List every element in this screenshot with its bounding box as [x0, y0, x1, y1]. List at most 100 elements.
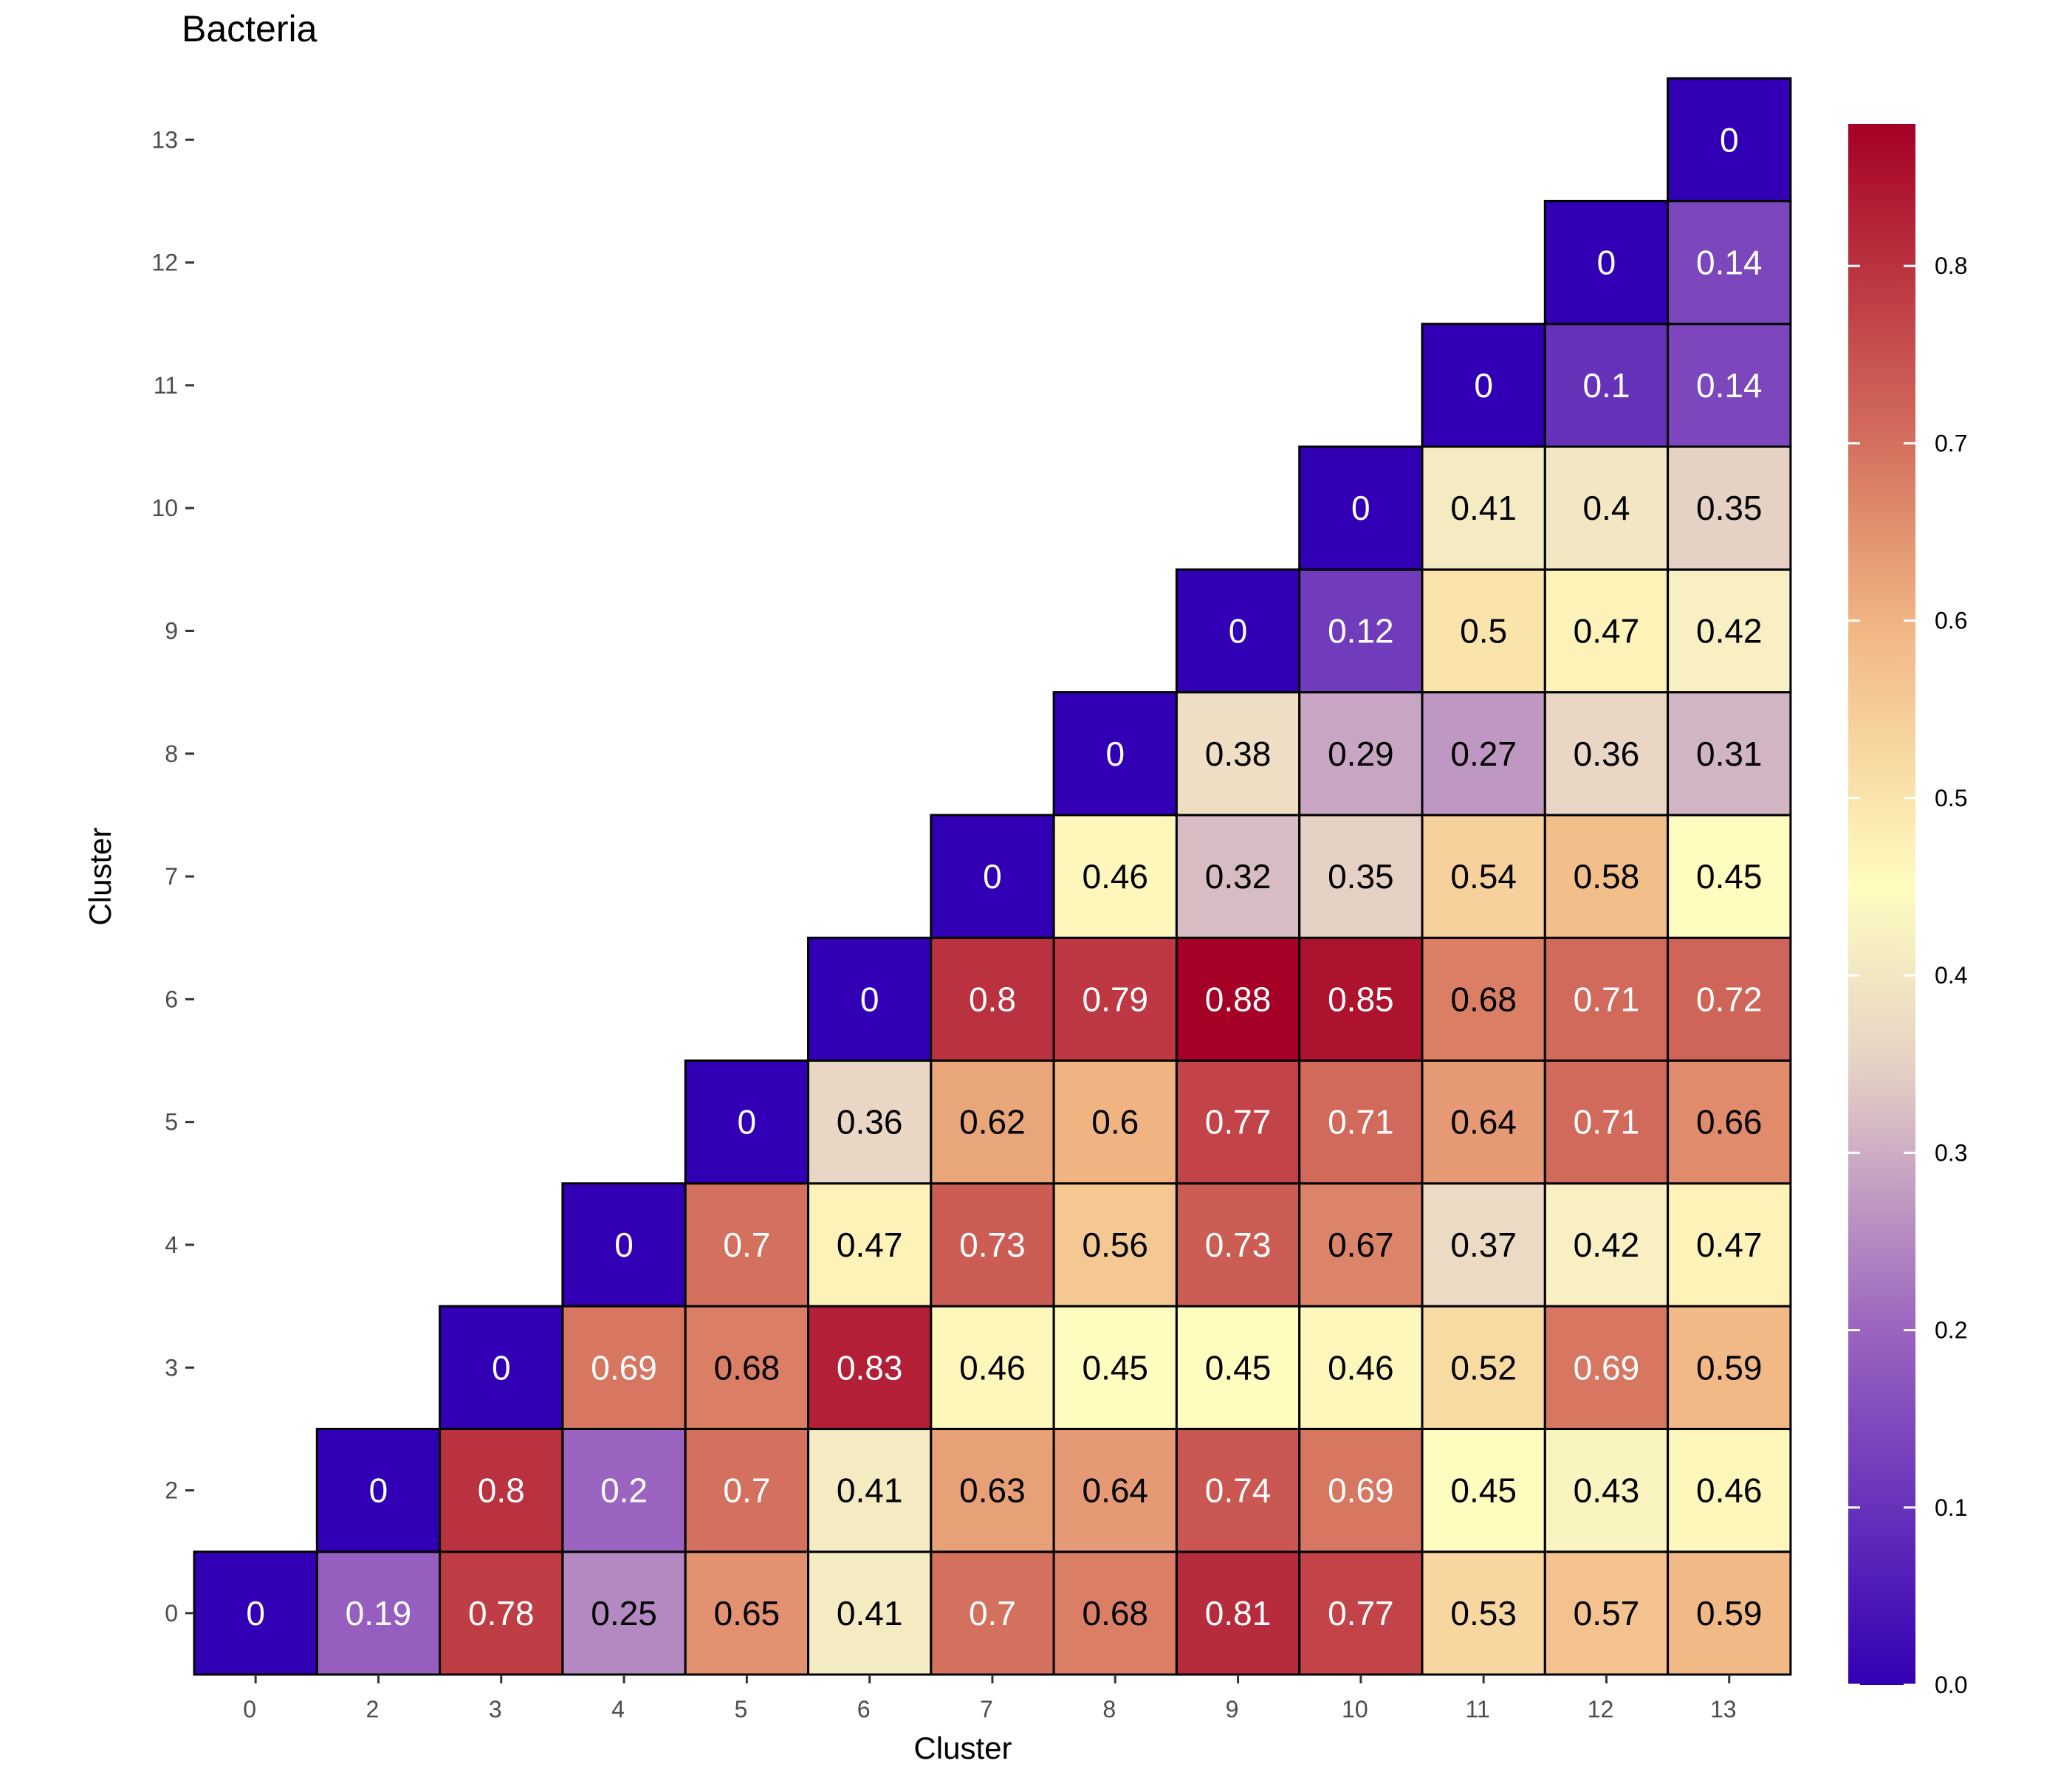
cell-value-label: 0.36: [1574, 735, 1640, 773]
y-tick-label: 7: [165, 863, 178, 890]
cell-value-label: 0.4: [1582, 489, 1630, 527]
heatmap-cell: [1421, 1182, 1546, 1308]
cell-value-label: 0.85: [1328, 980, 1394, 1018]
heatmap-cell: [1667, 568, 1792, 694]
heatmap-cell: [930, 814, 1055, 939]
heatmap-cell: [1052, 1060, 1178, 1185]
heatmap-cell: [1667, 199, 1792, 326]
cell-value-label: 0.71: [1328, 1103, 1394, 1141]
cell-value-label: 0.5: [1460, 611, 1507, 650]
x-tick-label: 12: [1588, 1696, 1614, 1723]
cell-value-label: 0.1: [1582, 366, 1630, 405]
cell-value-label: 0.59: [1696, 1594, 1763, 1632]
heatmap-cell: [1298, 1060, 1424, 1185]
cell-value-label: 0.45: [1082, 1348, 1148, 1387]
x-tick-label: 2: [366, 1696, 380, 1723]
heatmap-cell: [315, 1427, 442, 1553]
cell-value-label: 0.7: [723, 1226, 770, 1264]
heatmap-cell: [807, 1060, 933, 1185]
heatmap-cell: [1667, 1060, 1792, 1185]
heatmap-cell: [1298, 1427, 1424, 1553]
cell-value-label: 0.77: [1328, 1594, 1394, 1632]
cell-value-label: 0: [1105, 735, 1125, 773]
x-tick-label: 7: [980, 1696, 993, 1723]
cell-value-label: 0.8: [969, 980, 1016, 1018]
cell-value-label: 0.12: [1328, 611, 1394, 650]
heatmap-cell: [1175, 814, 1301, 939]
cell-value-label: 0: [738, 1103, 757, 1141]
cell-value-label: 0.35: [1328, 857, 1394, 896]
cell-value-label: 0: [492, 1348, 511, 1387]
cell-value-label: 0.35: [1696, 489, 1763, 527]
chart-title: Bacteria: [182, 8, 318, 49]
heatmap-cell: [1421, 936, 1546, 1062]
heatmap-cell: [439, 1427, 564, 1553]
cell-value-label: 0.14: [1696, 366, 1763, 405]
cell-value-label: 0.2: [600, 1471, 648, 1510]
cell-value-label: 0.45: [1205, 1348, 1272, 1387]
heatmap-cell: [1421, 814, 1546, 939]
cell-value-label: 0: [614, 1226, 634, 1264]
cell-value-label: 0.14: [1696, 244, 1763, 282]
heatmap-cell: [807, 1427, 933, 1553]
heatmap-cell: [1052, 691, 1178, 817]
heatmap-cell: [193, 1550, 318, 1676]
heatmap-cell: [684, 1427, 810, 1553]
cell-value-label: 0.63: [959, 1471, 1026, 1510]
y-tick-label: 9: [165, 617, 178, 644]
y-tick-label: 0: [165, 1600, 178, 1627]
heatmap-cell: [1175, 691, 1301, 817]
heatmap-cell: [684, 1060, 810, 1185]
heatmap-cell: [561, 1182, 687, 1308]
cell-value-label: 0.41: [837, 1471, 903, 1510]
heatmap-cell: [1667, 77, 1792, 202]
heatmap-cell: [930, 1427, 1055, 1553]
x-tick-label: 5: [734, 1696, 747, 1723]
cell-value-label: 0: [1229, 611, 1248, 650]
cell-value-label: 0.83: [837, 1348, 903, 1387]
cell-value-label: 0.78: [468, 1594, 535, 1632]
cell-value-label: 0.64: [1450, 1103, 1517, 1141]
cell-value-label: 0.27: [1450, 735, 1517, 773]
cell-value-label: 0.64: [1082, 1471, 1148, 1510]
cell-value-label: 0.29: [1328, 735, 1394, 773]
cell-value-label: 0.46: [1696, 1471, 1763, 1510]
heatmap-cell: [1543, 1427, 1670, 1553]
cell-value-label: 0.81: [1205, 1594, 1272, 1632]
heatmap-cell: [1298, 568, 1424, 694]
y-tick-label: 13: [151, 126, 178, 153]
heatmap-cell: [1667, 814, 1792, 939]
y-tick-label: 5: [165, 1109, 178, 1136]
heatmap-cells: 0 0.19 0.78 0.25 0.65 0.41 0.7 0.68 0.81 0.77 0.53…: [193, 77, 1792, 1676]
y-tick-label: 3: [165, 1354, 178, 1381]
heatmap-cell: [439, 1305, 564, 1430]
y-axis: 0 2 3 4 5 6 7 8 9 10 11 12 13 Cluster: [83, 126, 194, 1627]
cell-value-label: 0.41: [837, 1594, 903, 1632]
x-axis-title: Cluster: [913, 1731, 1012, 1765]
cell-value-label: 0.57: [1574, 1594, 1640, 1632]
cell-value-label: 0.47: [1574, 611, 1640, 650]
cell-value-label: 0.19: [346, 1594, 412, 1632]
cell-value-label: 0.31: [1696, 735, 1763, 773]
cell-value-label: 0.72: [1696, 980, 1763, 1018]
heatmap-cell: [1298, 936, 1424, 1062]
cell-value-label: 0.42: [1696, 611, 1763, 650]
heatmap-cell: [807, 1305, 933, 1430]
heatmap-cell: [1543, 445, 1670, 571]
cell-value-label: 0.45: [1450, 1471, 1517, 1510]
cell-value-label: 0.7: [969, 1594, 1016, 1632]
heatmap-cell: [439, 1550, 564, 1676]
heatmap-cell: [1543, 814, 1670, 939]
heatmap-cell: [807, 1182, 933, 1308]
cell-value-label: 0: [1474, 366, 1493, 405]
cell-value-label: 0: [369, 1471, 388, 1510]
cell-value-label: 0.42: [1574, 1226, 1640, 1264]
heatmap-cell: [1175, 568, 1301, 694]
cell-value-label: 0.46: [1082, 857, 1148, 896]
heatmap-cell: [1543, 568, 1670, 694]
heatmap-cell: [1052, 1305, 1178, 1430]
cell-value-label: 0.46: [1328, 1348, 1394, 1387]
cell-value-label: 0.36: [837, 1103, 903, 1141]
cell-value-label: 0.54: [1450, 857, 1517, 896]
cell-value-label: 0.68: [1082, 1594, 1148, 1632]
